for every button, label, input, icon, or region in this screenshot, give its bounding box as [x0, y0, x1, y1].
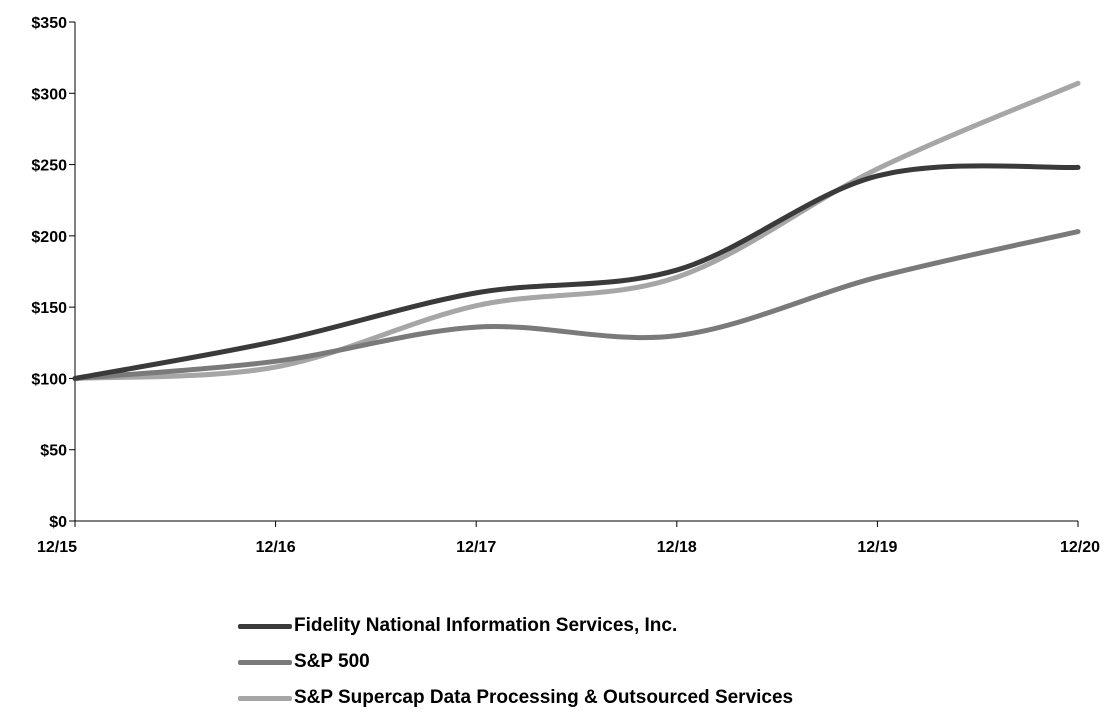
- y-tick-label: $350: [31, 15, 67, 32]
- x-tick-label: 12/19: [857, 539, 897, 556]
- legend-label-supercap: S&P Supercap Data Processing & Outsource…: [294, 687, 794, 708]
- legend-label-fis: Fidelity National Information Services, …: [294, 615, 678, 636]
- series-line-sp500: [72, 229, 1081, 381]
- y-axis: $0 $50 $100 $150 $200 $250 $300 $350: [31, 15, 76, 531]
- series-line-fis: [72, 163, 1081, 381]
- y-tick-label: $50: [40, 443, 67, 460]
- x-tick-label: 12/16: [256, 539, 296, 556]
- y-tick-label: $100: [31, 371, 67, 388]
- y-tick-label: $250: [31, 158, 67, 175]
- line-chart: $0 $50 $100 $150 $200 $250 $300 $350 12/15 12/16…: [31, 15, 1100, 556]
- y-tick-label: $0: [49, 514, 67, 531]
- legend-label-sp500: S&P 500: [294, 651, 370, 672]
- x-tick-label: 12/15: [37, 539, 77, 556]
- legend-swatch-fis: [238, 623, 292, 629]
- y-tick-label: $300: [31, 86, 67, 103]
- legend-swatch-supercap: [238, 695, 292, 701]
- y-tick-label: $200: [31, 229, 67, 246]
- x-axis: 12/15 12/16 12/17 12/18 12/19 12/20: [37, 520, 1100, 556]
- legend: Fidelity National Information Services, …: [238, 608, 793, 716]
- y-tick-label: $150: [31, 300, 67, 317]
- x-tick-label: 12/17: [456, 539, 496, 556]
- series-line-supercap: [72, 80, 1081, 381]
- series-lines: [72, 80, 1081, 381]
- legend-item-sp500: S&P 500: [238, 644, 793, 680]
- x-tick-label: 12/20: [1060, 539, 1100, 556]
- x-tick-label: 12/18: [657, 539, 697, 556]
- legend-swatch-sp500: [238, 659, 292, 665]
- legend-item-supercap: S&P Supercap Data Processing & Outsource…: [238, 680, 793, 716]
- legend-item-fis: Fidelity National Information Services, …: [238, 608, 793, 644]
